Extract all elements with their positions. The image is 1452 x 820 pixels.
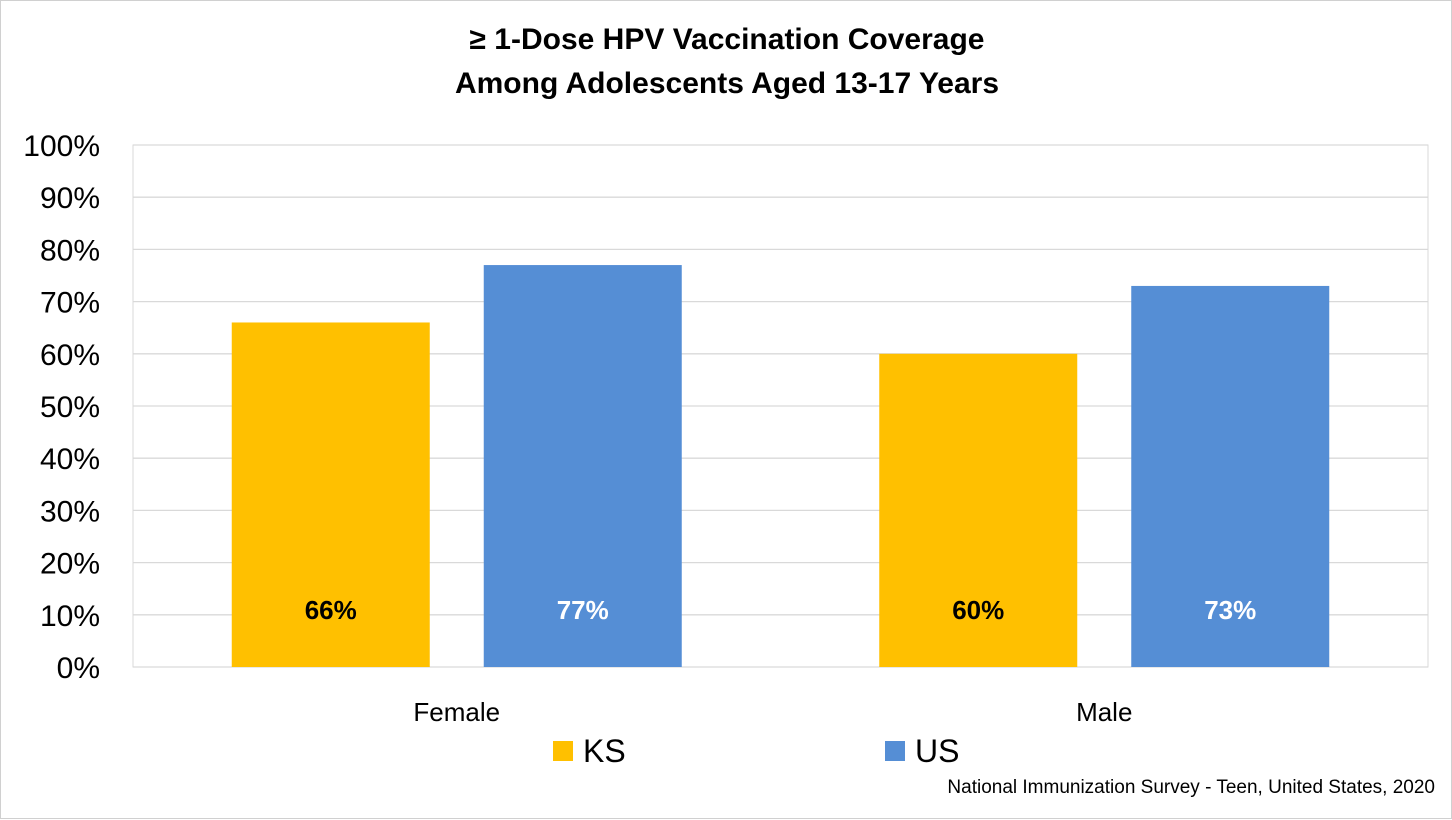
x-tick-label: Male: [1076, 697, 1132, 727]
legend-swatch-ks: [553, 741, 573, 761]
chart-title-line-2: Among Adolescents Aged 13-17 Years: [454, 67, 1000, 100]
legend-item-ks: KS: [553, 731, 626, 771]
y-tick-label: 40%: [40, 443, 100, 476]
bar-us-male: [1131, 285, 1330, 667]
y-tick-label: 90%: [40, 182, 100, 215]
x-tick-label: Female: [413, 697, 500, 727]
y-tick-label: 80%: [40, 234, 100, 267]
y-tick-label: 30%: [40, 495, 100, 528]
y-tick-label: 0%: [57, 652, 100, 685]
legend-item-us: US: [885, 731, 959, 771]
y-tick-label: 20%: [40, 548, 100, 581]
y-tick-label: 70%: [40, 287, 100, 320]
data-label-ks-male: 60%: [952, 595, 1004, 625]
y-tick-label: 10%: [40, 600, 100, 633]
legend-swatch-us: [885, 741, 905, 761]
bar-ks-male: [879, 353, 1078, 667]
chart-title-line-1: ≥ 1-Dose HPV Vaccination Coverage: [469, 23, 985, 56]
data-label-us-female: 77%: [557, 595, 609, 625]
y-tick-label: 60%: [40, 339, 100, 372]
legend-label-us: US: [915, 732, 960, 769]
bar-ks-female: [231, 322, 430, 667]
data-label-ks-female: 66%: [305, 595, 357, 625]
y-tick-label: 50%: [40, 391, 100, 424]
legend-label-ks: KS: [583, 732, 626, 769]
y-tick-label: 100%: [23, 130, 100, 163]
data-label-us-male: 73%: [1204, 595, 1256, 625]
source-note: National Immunization Survey - Teen, Uni…: [947, 777, 1435, 798]
bar-us-female: [483, 265, 682, 667]
